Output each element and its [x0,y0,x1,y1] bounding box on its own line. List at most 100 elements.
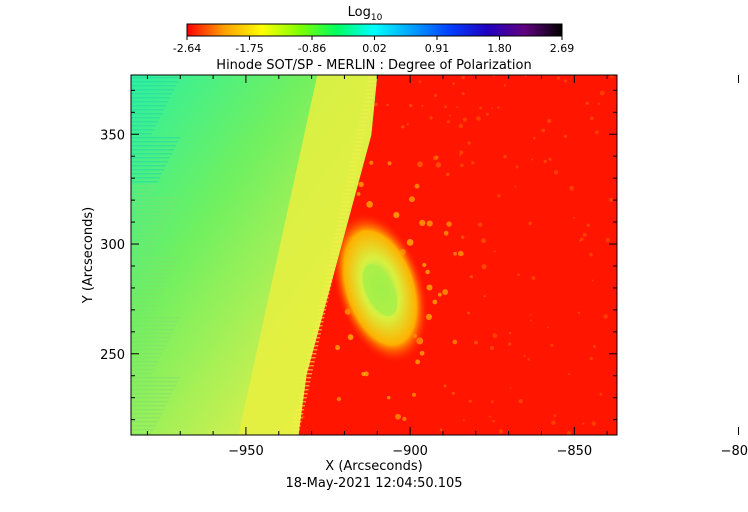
speckle [409,103,413,108]
speckle [533,136,536,140]
scan-row [315,321,324,323]
scan-row [350,161,359,163]
scan-row [360,117,369,119]
speckle [498,429,504,434]
scan-row [131,209,174,211]
speckle [578,239,581,242]
speckle [358,181,364,188]
scan-row [342,197,351,199]
scan-row [368,77,377,79]
scan-row [131,181,158,183]
speckle [523,354,526,357]
speckle [471,161,475,165]
speckle [608,197,614,202]
chart-title: Hinode SOT/SP - MERLIN : Degree of Polar… [216,58,531,73]
colorbar-tick-label: -0.86 [298,42,326,55]
scan-row [131,77,180,79]
speckle [419,350,425,356]
scan-row [325,277,334,279]
scan-row [314,325,323,327]
speckle [605,237,611,243]
speckle [577,311,581,314]
scan-row [131,205,176,207]
scan-row [354,141,363,143]
timestamp: 18-May-2021 12:04:50.105 [285,476,462,491]
speckle [406,238,414,246]
scan-row [131,109,164,111]
scan-row [304,369,313,371]
colorbar-tick-label: 0.02 [362,42,387,55]
speckle [541,128,546,133]
heatmap-image [131,75,617,435]
scan-row [131,421,158,423]
speckle [530,319,532,322]
speckle [493,250,496,253]
scan-row [353,149,362,151]
speckle [531,158,534,161]
scan-row [131,117,160,119]
scan-row [304,373,313,375]
y-tick-label: 300 [100,238,125,253]
scan-row [131,349,164,351]
speckle [556,76,560,80]
speckle [451,391,455,395]
scan-row [367,85,376,87]
speckle [386,103,389,107]
scan-row [295,413,304,415]
scan-row [131,385,176,387]
scan-row [131,257,180,259]
scan-row [131,277,170,279]
speckle [460,235,465,240]
scan-row [131,269,174,271]
scan-row [131,317,180,319]
scan-row [131,129,154,131]
speckle [446,221,452,227]
scan-row [320,297,329,299]
scan-row [296,409,305,411]
colorbar-tick-label: -1.75 [235,42,263,55]
scan-row [355,137,364,139]
scan-row [336,225,345,227]
speckle [433,155,438,161]
speckle [529,313,532,316]
scan-row [131,401,168,403]
speckle [366,201,373,208]
x-tick-label: −900 [392,444,428,459]
speckle [474,340,478,345]
speckle [550,343,554,347]
x-axis-label: X (Arcseconds) [325,459,422,474]
scan-row [298,397,307,399]
scan-row [131,161,168,163]
scan-row [325,273,334,275]
speckle [461,92,465,96]
speckle [488,415,491,418]
scan-row [131,309,154,311]
speckle [469,275,473,279]
scan-row [366,89,375,91]
colorbar-label: Log10 [348,5,383,23]
scan-row [316,317,325,319]
speckle [461,75,465,80]
scan-row [330,253,339,255]
scan-row [131,389,174,391]
scan-row [313,329,322,331]
scan-row [131,353,162,355]
scan-row [363,101,372,103]
scan-row [328,261,337,263]
scan-row [333,237,342,239]
scan-row [359,121,368,123]
scan-row [299,393,308,395]
scan-row [131,377,180,379]
speckle [462,419,465,422]
speckle [426,220,433,227]
colorbar-tick-label: 0.91 [425,42,450,55]
speckle [459,150,464,155]
colorbar-label-subscript: 10 [371,13,383,23]
scan-row [131,121,158,123]
scan-row [131,329,174,331]
scan-row [131,113,162,115]
scan-row [318,309,327,311]
x-tick-label: −950 [228,444,264,459]
scan-row [332,245,341,247]
scan-row [294,417,303,419]
